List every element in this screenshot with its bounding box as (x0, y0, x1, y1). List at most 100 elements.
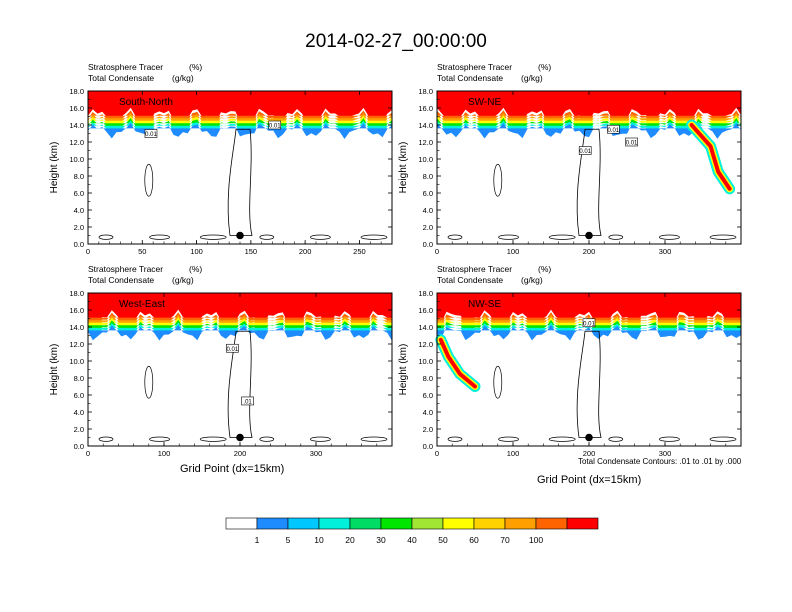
y-tick-label: 18.0 (69, 87, 84, 96)
colorbar-label: 100 (529, 535, 543, 545)
y-tick-label: 16.0 (69, 306, 84, 315)
contour-note: Total Condensate Contours: .01 to .01 by… (578, 457, 742, 466)
contour-label-box (582, 318, 596, 328)
condensate-contour-low (659, 234, 680, 240)
header-condensate-name: Total Condensate (437, 73, 503, 83)
condensate-contour-low (548, 436, 576, 442)
location-marker (236, 433, 244, 442)
y-tick-label: 8.0 (74, 374, 84, 383)
x-tick-label: 200 (234, 449, 247, 458)
x-tick-label: 200 (583, 449, 596, 458)
colorbar-label: 70 (500, 535, 510, 545)
contour-label: 0.01 (579, 149, 591, 155)
contour-label-box (578, 146, 592, 155)
contour-label: 0.01 (583, 321, 595, 327)
contour-label: 0.01 (269, 124, 281, 130)
header-tracer-name: Stratosphere Tracer (88, 264, 163, 274)
condensate-contour-low (608, 436, 624, 442)
tracer-plume-2 (689, 123, 732, 191)
header-condensate-unit: (g/kg) (172, 73, 194, 83)
x-tick-label: 100 (507, 247, 520, 256)
colorbar-swatch (504, 517, 537, 530)
condensate-contour-low (360, 436, 388, 442)
panel-name: SW-NE (468, 97, 501, 108)
contour-label-box (226, 343, 239, 353)
contour-label: 0.01 (626, 141, 638, 147)
contour-label-box (268, 120, 282, 130)
x-tick-label: 200 (299, 247, 312, 256)
condensate-contour-low (548, 234, 576, 240)
y-tick-label: 4.0 (74, 408, 84, 417)
condensate-contour-cell (493, 163, 503, 197)
colorbar-label: 50 (438, 535, 448, 545)
tracer-band-2 (437, 112, 741, 129)
condensate-contour-low (98, 234, 114, 240)
colorbar-label: 1 (255, 535, 260, 545)
colorbar-swatch (318, 517, 351, 530)
condensate-contour-cell (144, 163, 154, 197)
y-tick-label: 12.0 (418, 340, 433, 349)
y-axis-label: Height (km) (49, 344, 60, 396)
x-tick-label: 50 (138, 247, 146, 256)
tracer-band-0 (88, 293, 392, 326)
header-condensate-name: Total Condensate (437, 275, 503, 285)
y-tick-label: 10.0 (418, 357, 433, 366)
colorbar-swatch (349, 517, 382, 530)
tracer-band-1 (88, 312, 392, 329)
tracer-band-2 (88, 314, 392, 331)
y-tick-label: 16.0 (418, 104, 433, 113)
tracer-band-6 (437, 123, 741, 139)
contour-label-box (625, 137, 638, 147)
y-tick-label: 18.0 (418, 87, 433, 96)
y-axis-label: Height (km) (398, 344, 409, 396)
condensate-contour-main (576, 330, 602, 438)
condensate-contour-cell (144, 365, 154, 399)
panel-sw-ne: Stratosphere Tracer (%) Total Condensate (g… (398, 62, 742, 256)
x-tick-label: 300 (659, 247, 672, 256)
panel-name: NW-SE (468, 299, 501, 310)
x-tick-label: 0 (86, 247, 90, 256)
y-tick-label: 6.0 (74, 391, 84, 400)
tracer-band-3 (88, 317, 392, 334)
tracer-band-0 (437, 91, 741, 124)
y-tick-label: 10.0 (418, 155, 433, 164)
location-marker (585, 433, 593, 442)
y-tick-label: 4.0 (74, 206, 84, 215)
condensate-contour-low (498, 436, 519, 442)
condensate-contour-main (576, 128, 602, 236)
header-tracer-name: Stratosphere Tracer (437, 264, 512, 274)
y-tick-label: 12.0 (69, 138, 84, 147)
y-axis-label: Height (km) (49, 142, 60, 194)
condensate-contour-low (360, 234, 388, 240)
tracer-band-6 (437, 324, 741, 341)
x-tick-label: 300 (659, 449, 672, 458)
colorbar-swatch (225, 517, 258, 530)
colorbar-swatch (566, 517, 599, 530)
colorbar-swatch (256, 517, 289, 530)
header-condensate-name: Total Condensate (88, 73, 154, 83)
contour-label: .01 (243, 399, 252, 405)
panel-nw-se: Stratosphere Tracer (%) Total Condensate (g… (398, 264, 742, 458)
x-tick-label: 0 (435, 247, 439, 256)
tracer-band-0 (88, 91, 392, 124)
x-tick-label: 100 (158, 449, 171, 458)
y-axis-label: Height (km) (398, 142, 409, 194)
colorbar-label: 30 (376, 535, 386, 545)
condensate-contour-low (199, 436, 227, 442)
tracer-band-6 (88, 324, 392, 341)
main-title: 2014-02-27_00:00:00 (305, 31, 487, 52)
y-tick-label: 4.0 (423, 206, 433, 215)
colorbar-label: 40 (407, 535, 417, 545)
colorbar-label: 20 (345, 535, 355, 545)
header-condensate-unit: (g/kg) (521, 73, 543, 83)
condensate-contour-low (259, 234, 275, 240)
y-tick-label: 2.0 (423, 223, 433, 232)
colorbar-swatch (287, 517, 320, 530)
colorbar-label: 60 (469, 535, 479, 545)
contour-label: 0.01 (145, 132, 157, 138)
condensate-contour-low (659, 436, 680, 442)
y-tick-label: 2.0 (423, 425, 433, 434)
y-tick-label: 0.0 (74, 442, 84, 451)
contour-label: 0.01 (227, 347, 239, 353)
